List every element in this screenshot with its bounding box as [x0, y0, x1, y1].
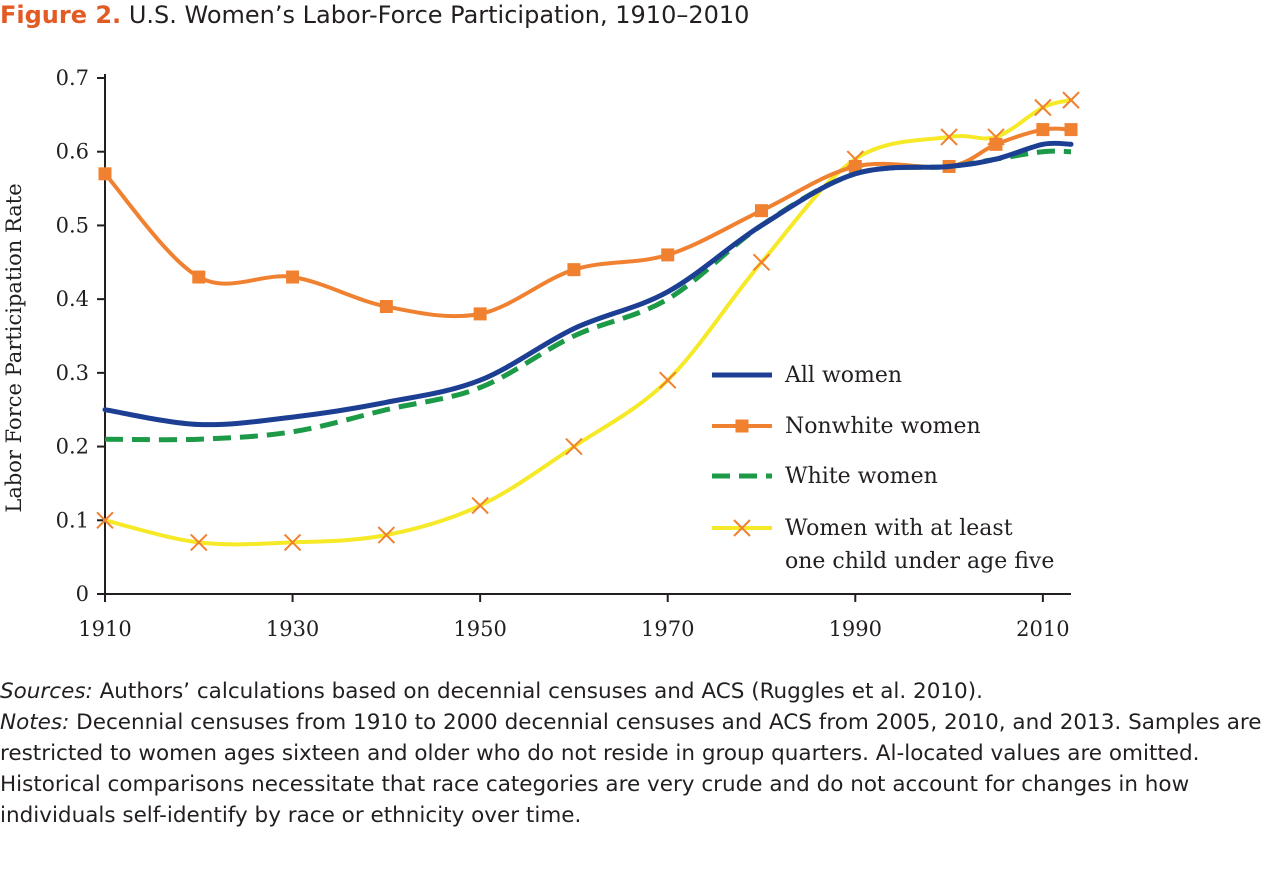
legend-label: Nonwhite women	[785, 414, 981, 439]
data-point-with-child	[659, 371, 677, 389]
x-tick-label: 1910	[78, 617, 131, 641]
legend-label: one child under age five	[785, 549, 1054, 574]
data-point-nonwhite-women	[473, 307, 487, 321]
legend-marker	[733, 519, 751, 537]
y-axis-title: Labor Force Participation Rate	[2, 183, 26, 512]
chart-axes: 0 0.1 0.2 0.3 0.4 0.5 0.6 0.7 1910 1930 1950 1970 19…	[2, 66, 1071, 641]
legend-label: White women	[785, 464, 938, 489]
x-tick-label: 1950	[453, 617, 506, 641]
x-tick-label: 1990	[829, 617, 882, 641]
series-line-nonwhite-women	[103, 126, 1073, 319]
y-tick-label: 0.5	[56, 213, 89, 237]
data-point-nonwhite-women	[1036, 123, 1050, 137]
data-point-with-child	[96, 511, 114, 529]
sources-text: Authors’ calculations based on decennial…	[92, 679, 983, 704]
chart-legend: All women Nonwhite women White women Women …	[712, 363, 1054, 574]
notes-text: Decennial censuses from 1910 to 2000 dec…	[0, 710, 1262, 828]
figure-notes: Sources: Authors’ calculations based on …	[0, 676, 1280, 831]
data-point-with-child	[283, 533, 302, 552]
x-tick-label: 2010	[1016, 617, 1069, 641]
x-tick-label: 1970	[641, 617, 694, 641]
data-point-with-child	[1034, 98, 1052, 117]
series-line-all-women	[102, 140, 1074, 428]
series-line-white-women	[104, 148, 1072, 443]
data-point-with-child	[752, 253, 771, 271]
data-point-nonwhite-women	[848, 159, 862, 173]
figure-label: Figure 2.	[0, 1, 122, 29]
data-point-with-child	[377, 526, 396, 544]
series-all-women	[102, 140, 1074, 428]
data-point-nonwhite-women	[98, 167, 112, 181]
labor-force-chart: 0 0.1 0.2 0.3 0.4 0.5 0.6 0.7 1910 1930 1950 1970 19…	[2, 66, 1080, 641]
y-tick-label: 0	[76, 582, 89, 606]
data-point-nonwhite-women	[661, 248, 675, 262]
y-tick-label: 0.7	[56, 66, 89, 90]
y-tick-label: 0.6	[56, 140, 89, 164]
y-tick-label: 0.4	[56, 287, 89, 311]
legend-item-all-women: All women	[712, 363, 902, 388]
y-tick-label: 0.2	[56, 435, 89, 459]
sources-label: Sources:	[0, 679, 93, 704]
data-point-with-child	[471, 496, 489, 515]
data-point-nonwhite-women	[755, 204, 769, 218]
legend-item-with-child: Women with at least one child under age f…	[712, 516, 1054, 574]
series-with-child	[96, 91, 1080, 552]
legend-label: All women	[784, 363, 902, 388]
legend-label: Women with at least	[785, 516, 1013, 541]
data-point-nonwhite-women	[379, 300, 393, 314]
legend-item-white-women: White women	[712, 464, 938, 489]
chart-series	[96, 91, 1080, 552]
notes-note: Notes: Decennial censuses from 1910 to 2…	[0, 707, 1280, 831]
data-point-nonwhite-women	[567, 263, 581, 277]
x-tick-label: 1930	[266, 617, 319, 641]
legend-marker	[735, 419, 749, 433]
figure-title: Figure 2. U.S. Women’s Labor-Force Parti…	[0, 0, 749, 30]
notes-label: Notes:	[0, 710, 70, 735]
figure-title-text: U.S. Women’s Labor-Force Participation, …	[128, 1, 750, 29]
data-point-nonwhite-women	[1064, 123, 1078, 137]
data-point-with-child	[190, 533, 208, 552]
y-tick-label: 0.1	[56, 508, 89, 532]
data-point-with-child	[1062, 91, 1080, 109]
data-point-nonwhite-women	[286, 270, 300, 284]
series-white-women	[104, 148, 1072, 443]
sources-note: Sources: Authors’ calculations based on …	[0, 676, 1280, 707]
data-point-with-child	[940, 128, 958, 146]
y-tick-label: 0.3	[56, 361, 89, 385]
data-point-with-child	[565, 437, 583, 456]
data-point-nonwhite-women	[192, 270, 206, 284]
data-point-nonwhite-women	[989, 137, 1003, 151]
legend-item-nonwhite-women: Nonwhite women	[712, 414, 981, 439]
series-nonwhite-women	[98, 123, 1078, 321]
